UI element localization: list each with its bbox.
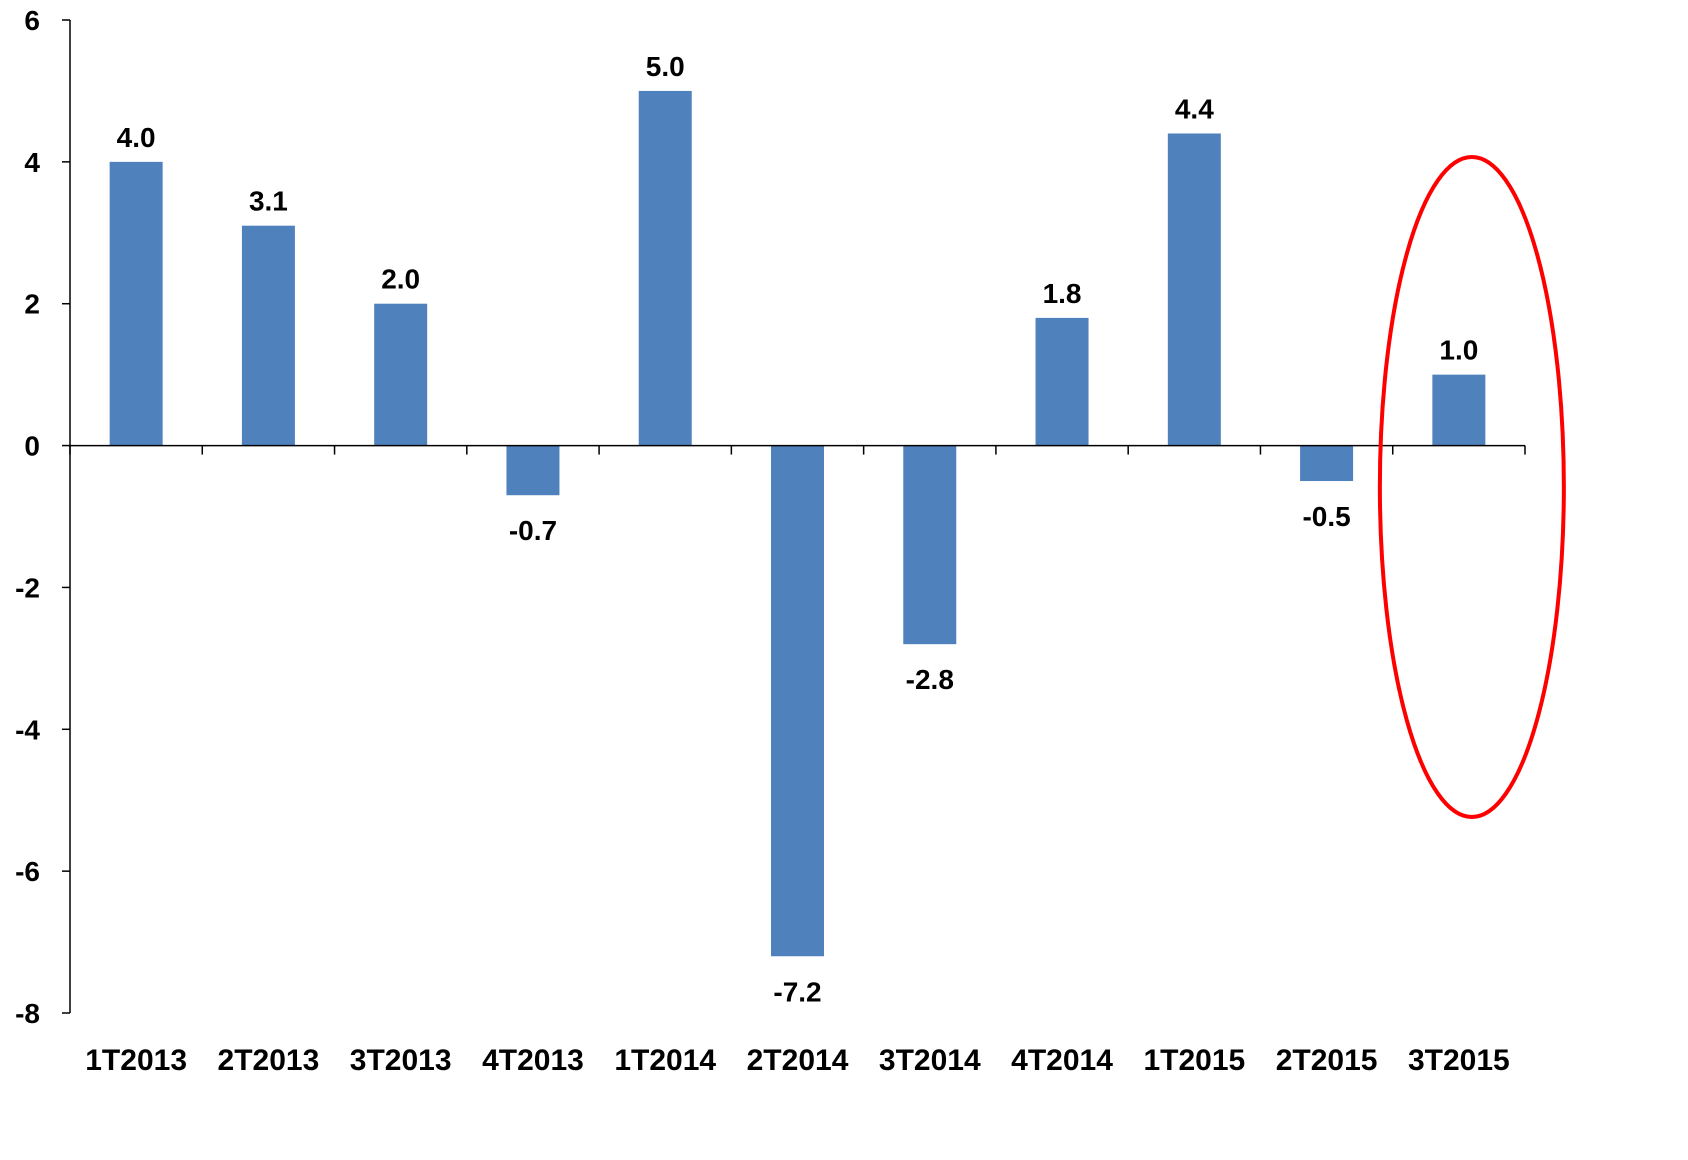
bars <box>109 90 1486 957</box>
x-tick-label: 4T2013 <box>482 1044 584 1077</box>
data-labels: 4.0 3.1 2.0 -0.7 5.0 -7.2 -2.8 1.8 4.4 -0.5 1.0 <box>117 51 1479 1007</box>
x-tick-label: 3T2014 <box>879 1044 981 1077</box>
x-axis: 1T2013 2T2013 3T2013 4T2013 1T2014 2T2014 3T20… <box>69 444 1526 1077</box>
data-label: -0.5 <box>1302 501 1350 532</box>
bar-3T2014 <box>903 445 957 645</box>
data-label: -2.8 <box>906 664 954 695</box>
data-label: 4.0 <box>117 122 156 153</box>
bar-3T2013 <box>374 303 428 446</box>
data-label: 4.4 <box>1175 93 1214 124</box>
x-tick-label: 1T2014 <box>614 1044 716 1077</box>
y-axis: 6 4 2 0 -2 -4 -6 -8 <box>15 5 71 1029</box>
bar-2T2014 <box>771 445 824 957</box>
y-tick-label: 2 <box>24 289 40 320</box>
data-label: 3.1 <box>249 186 288 217</box>
y-tick-label: -2 <box>15 572 40 603</box>
bar-4T2014 <box>1035 317 1089 446</box>
bar-4T2013 <box>506 445 560 496</box>
bar-1T2014 <box>638 90 692 446</box>
data-label: 1.0 <box>1439 335 1478 366</box>
data-label: 5.0 <box>646 51 685 82</box>
y-tick-label: -8 <box>15 998 40 1029</box>
x-tick-label: 1T2013 <box>85 1044 187 1077</box>
x-tick-label: 3T2013 <box>350 1044 452 1077</box>
highlight-ellipse <box>1377 155 1566 819</box>
y-tick-label: 0 <box>24 431 40 462</box>
data-label: -0.7 <box>509 515 557 546</box>
data-label: -7.2 <box>773 976 821 1007</box>
bar-2T2015 <box>1300 445 1354 482</box>
bar-2T2013 <box>241 225 295 446</box>
bar-1T2013 <box>109 161 163 446</box>
y-tick-label: 4 <box>24 147 40 178</box>
data-label: 1.8 <box>1043 278 1082 309</box>
bar-1T2015 <box>1167 133 1221 446</box>
x-tick-label: 3T2015 <box>1408 1044 1510 1077</box>
x-tick-label: 4T2014 <box>1011 1044 1113 1077</box>
x-tick-label: 1T2015 <box>1143 1044 1245 1077</box>
bar-3T2015 <box>1432 374 1486 446</box>
highlight-annotation <box>1377 155 1566 819</box>
x-tick-label: 2T2015 <box>1276 1044 1378 1077</box>
x-tick-label: 2T2013 <box>218 1044 320 1077</box>
y-tick-label: 6 <box>24 5 40 36</box>
y-tick-label: -6 <box>15 856 40 887</box>
x-tick-label: 2T2014 <box>747 1044 849 1077</box>
data-label: 2.0 <box>381 264 420 295</box>
y-tick-label: -4 <box>15 714 40 745</box>
